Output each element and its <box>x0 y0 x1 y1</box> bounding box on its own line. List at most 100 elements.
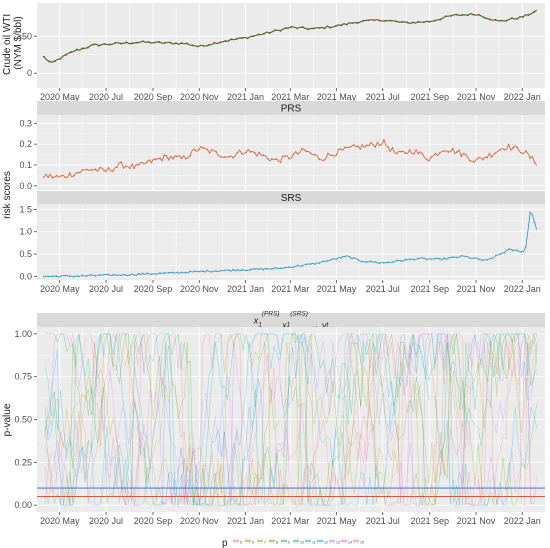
y-tick-label: 0.00 <box>14 500 32 510</box>
srs-point <box>81 274 84 277</box>
prs-panel-data <box>43 138 538 179</box>
srs-point <box>266 268 269 270</box>
oil-price-point <box>505 19 508 22</box>
srs-point <box>408 258 411 261</box>
y-tick-label: 0.2 <box>19 139 32 149</box>
x-tick-label: 2020 Sep <box>134 284 173 294</box>
y-tick-label: 0.0 <box>19 271 32 281</box>
srs-point <box>439 257 441 260</box>
x-tick-label: 2022 Jan <box>504 284 541 294</box>
oil-price-point <box>103 43 106 45</box>
oil-price-point <box>70 51 73 53</box>
prs-point <box>473 161 476 163</box>
oil-price-point <box>186 42 188 45</box>
prs-point <box>365 144 368 147</box>
srs-panel-background <box>37 204 545 280</box>
prs-strip-label: PRS <box>281 104 302 115</box>
x-tick-label: 2021 Nov <box>457 284 496 294</box>
oil-price-point <box>455 13 458 16</box>
strip-label-part: (PRS) <box>262 311 280 318</box>
strip-label-part: x <box>253 316 259 326</box>
srs-point <box>395 259 398 262</box>
srs-point <box>490 257 493 260</box>
prs-y-ticks: 0.0 0.1 0.2 0.3 <box>19 118 37 191</box>
pvalue-series-line <box>44 333 538 506</box>
srs-point <box>176 271 179 274</box>
legend-label: 15 <box>360 541 364 545</box>
prs-point <box>314 153 316 156</box>
srs-point <box>163 272 166 274</box>
risk-scores-y-label: risk scores <box>2 171 13 219</box>
srs-point <box>60 275 62 277</box>
prs-point <box>331 154 334 157</box>
prs-point <box>64 176 67 179</box>
srs-point <box>167 271 170 274</box>
prs-point <box>172 157 174 160</box>
prs-point <box>206 148 209 151</box>
x-tick-label: 2021 May <box>317 284 357 294</box>
srs-point <box>271 268 273 270</box>
prs-point <box>142 162 144 164</box>
oil-price-point <box>406 21 409 24</box>
prs-point <box>219 155 222 158</box>
legend-label: 5 <box>240 541 242 545</box>
prs-point <box>223 156 226 158</box>
pvalue-threshold-lines <box>37 487 545 498</box>
oil-price-point <box>224 40 227 42</box>
prs-point <box>464 153 467 156</box>
prs-point <box>51 177 54 179</box>
oil-price-point <box>42 55 45 58</box>
x-tick-label: 2020 Jul <box>89 284 123 294</box>
prs-point <box>327 152 329 155</box>
oil-price-point <box>428 20 431 23</box>
oil-price-point <box>400 21 403 23</box>
oil-price-point <box>48 60 51 63</box>
srs-point <box>383 261 385 264</box>
prs-point <box>241 152 243 155</box>
srs-point <box>124 274 127 276</box>
prs-point <box>529 157 532 160</box>
prs-point <box>417 152 420 155</box>
srs-point <box>331 258 334 260</box>
x-tick-label: 2020 Nov <box>180 516 219 526</box>
x-tick-label: 2021 May <box>317 92 357 102</box>
srs-point <box>469 257 471 259</box>
prs-point <box>167 159 170 161</box>
srs-point <box>482 259 484 261</box>
prs-point <box>374 146 377 148</box>
srs-point <box>142 272 144 275</box>
prs-point <box>98 166 101 169</box>
oil-price-point <box>329 26 332 29</box>
prs-point <box>279 161 282 164</box>
p-legend-items: 5 6 7 8 9 10 11 12 13 14 15 <box>233 538 364 545</box>
srs-point <box>426 258 428 261</box>
oil-price-point <box>268 32 271 34</box>
srs-point <box>404 258 407 261</box>
prs-point <box>249 151 252 153</box>
srs-point <box>434 257 437 260</box>
prs-point <box>348 146 351 149</box>
srs-point <box>318 262 321 265</box>
srs-point <box>430 258 433 260</box>
srs-point <box>210 271 213 273</box>
prs-point <box>335 154 338 156</box>
srs-point <box>116 274 118 277</box>
oil-price-point <box>180 42 183 44</box>
prs-point <box>266 157 269 160</box>
srs-point <box>512 249 514 252</box>
srs-point <box>193 270 196 273</box>
prs-point <box>434 152 437 155</box>
oil-price-point <box>296 27 299 30</box>
prs-point <box>111 170 114 173</box>
srs-point <box>284 266 286 269</box>
oil-price-point <box>279 29 282 32</box>
srs-panel-data <box>43 211 538 278</box>
prs-point <box>86 168 88 171</box>
x-tick-label: 2020 Jul <box>89 516 123 526</box>
prs-point <box>340 148 342 151</box>
prs-point <box>460 155 463 158</box>
srs-point <box>413 258 415 261</box>
oil-price-point <box>219 41 221 44</box>
prs-strip <box>37 101 545 115</box>
srs-x-ticks: 2020 May 2020 Jul 2020 Sep 2020 Nov 2021 Jan… <box>40 280 541 294</box>
